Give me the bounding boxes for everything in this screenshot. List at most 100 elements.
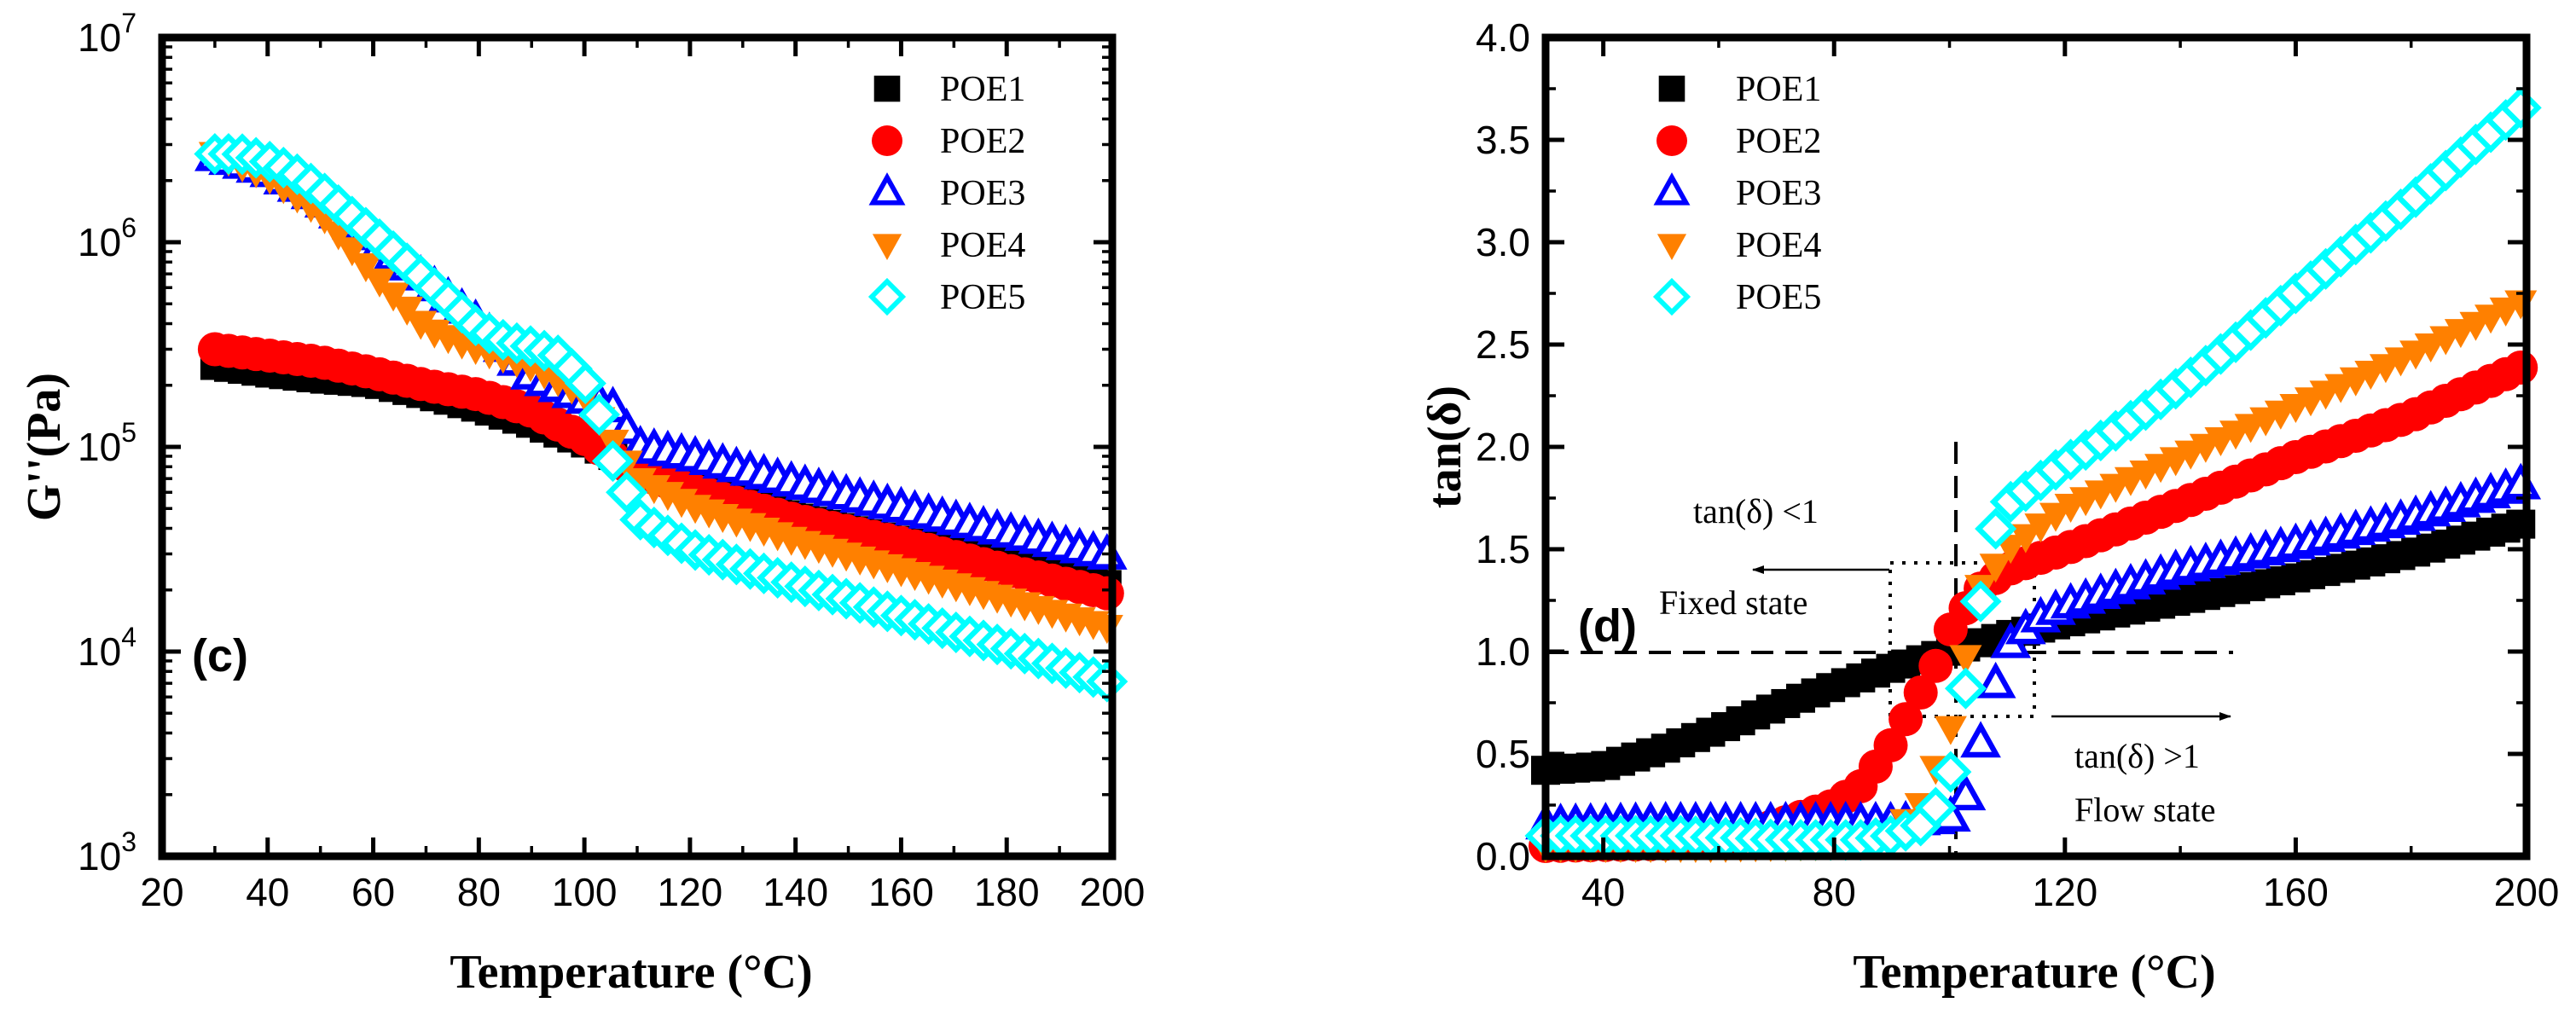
legend-marker-poe5 [867, 277, 907, 316]
y-tick-base: 10 [78, 15, 121, 60]
y-tick-base: 10 [78, 425, 121, 469]
poe1-point [2506, 509, 2536, 539]
x-tick-label: 200 [2494, 870, 2560, 914]
legend-marker-poe2 [1656, 125, 1687, 156]
panel-d-chart: 40 80 120 160 200 0.0 0.5 1.0 1.5 2.0 2.5 3.0 3.5 4.0… [1419, 15, 2559, 999]
x-tick-label: 180 [974, 870, 1040, 914]
x-tick-label: 200 [1080, 870, 1146, 914]
poe4-point [335, 237, 368, 267]
poe4-point [2024, 513, 2057, 543]
y-tick-exponent: 3 [121, 826, 136, 857]
legend-item-poe1: POE1 [873, 70, 1025, 109]
flow-state-condition: tan(δ) >1 [2074, 737, 2200, 775]
legend-item-poe2: POE2 [1656, 122, 1821, 161]
legend-label: POE2 [1736, 122, 1821, 161]
transition-region-box [1888, 561, 2036, 718]
legend-item-poe1: POE1 [1658, 70, 1821, 109]
legend-item-poe3: POE3 [1653, 172, 1821, 213]
poe5-point [1914, 786, 1957, 829]
legend-label: POE1 [940, 70, 1025, 109]
legend-item-poe4: POE4 [1656, 226, 1821, 265]
panel-c-legend: POE1 POE2 POE3 POE4 POE5 [867, 70, 1025, 317]
poe5-point [606, 471, 648, 513]
legend-item-poe3: POE3 [868, 172, 1025, 213]
y-tick-label: 3.0 [1476, 220, 1530, 264]
poe4-point [1934, 716, 1967, 745]
legend-label: POE4 [940, 226, 1025, 265]
fixed-state-label: Fixed state [1659, 583, 1807, 622]
x-tick-label: 120 [658, 870, 723, 914]
panel-c-axes: 20 40 60 80 100 120 140 160 180 20010310410510610… [78, 8, 1145, 914]
x-tick-label: 80 [457, 870, 501, 914]
y-tick-label: 2.0 [1476, 425, 1530, 469]
poe3-point [1945, 774, 1987, 811]
y-tick-base: 10 [78, 629, 121, 674]
y-tick-exponent: 7 [121, 8, 136, 38]
legend-label: POE2 [940, 122, 1025, 161]
poe4-point [404, 310, 438, 340]
poe4-point [1979, 553, 2012, 583]
flow-state-label: Flow state [2074, 791, 2216, 829]
legend-marker-poe1 [873, 75, 901, 102]
y-tick-base: 10 [78, 220, 121, 264]
poe4-point [349, 253, 382, 283]
series-poe2 [197, 332, 1124, 611]
poe3-point [1975, 661, 2016, 698]
legend-label: POE1 [1736, 70, 1821, 109]
legend-marker-poe3 [1653, 172, 1691, 206]
x-tick-label: 40 [1581, 870, 1625, 914]
panel-d-plot-area [1524, 86, 2542, 863]
poe2-point [1903, 675, 1938, 710]
legend-item-poe5: POE5 [867, 277, 1025, 317]
legend-label: POE5 [940, 278, 1025, 317]
legend-marker-poe2 [872, 125, 902, 156]
series-poe5 [194, 132, 1128, 703]
poe5-point [577, 393, 620, 436]
legend-label: POE3 [940, 174, 1025, 213]
legend-marker-poe4 [872, 234, 902, 260]
panel-c-chart: 20 40 60 80 100 120 140 160 180 20010310410510610… [18, 8, 1145, 999]
panel-c-y-axis-title: G''(Pa) [18, 373, 71, 521]
poe5-point [1959, 580, 2002, 623]
y-tick-label: 2.5 [1476, 322, 1530, 367]
poe5-point [1944, 667, 1987, 710]
y-tick-label: 1.0 [1476, 629, 1530, 674]
poe5-point [564, 362, 606, 405]
y-tick-label: 104 [78, 622, 136, 674]
x-tick-label: 80 [1813, 870, 1856, 914]
legend-label: POE3 [1736, 174, 1821, 213]
y-tick-label: 103 [78, 826, 136, 878]
y-tick-label: 4.0 [1476, 15, 1530, 60]
x-tick-label: 140 [763, 870, 828, 914]
panel-c-plot-area [194, 132, 1128, 703]
panel-d-y-axis-title: tan(δ) [1419, 385, 1471, 508]
legend-marker-poe1 [1658, 75, 1685, 102]
y-tick-label: 1.5 [1476, 527, 1530, 571]
y-tick-label: 106 [78, 212, 136, 264]
x-tick-label: 120 [2032, 870, 2097, 914]
legend-item-poe5: POE5 [1652, 277, 1821, 317]
legend-item-poe2: POE2 [872, 122, 1025, 161]
poe2-point [1918, 648, 1953, 683]
poe3-point [1960, 721, 2001, 758]
x-tick-label: 20 [140, 870, 183, 914]
poe2-point [2503, 351, 2538, 385]
y-tick-label: 0.0 [1476, 834, 1530, 878]
y-tick-exponent: 5 [121, 417, 136, 448]
x-tick-label: 40 [246, 870, 289, 914]
y-tick-label: 107 [78, 8, 136, 60]
y-tick-label: 3.5 [1476, 118, 1530, 162]
legend-item-poe4: POE4 [872, 226, 1025, 265]
fixed-state-condition: tan(δ) <1 [1693, 492, 1819, 530]
legend-marker-poe4 [1656, 234, 1687, 260]
y-tick-label: 105 [78, 417, 136, 469]
poe5-point [592, 440, 635, 483]
poe5-point [1975, 507, 2017, 550]
panel-d-x-axis-title: Temperature (°C) [1853, 946, 2215, 999]
x-tick-label: 160 [868, 870, 934, 914]
legend-label: POE4 [1736, 226, 1821, 265]
poe2-point [1888, 702, 1923, 737]
y-tick-exponent: 4 [121, 622, 136, 652]
poe4-point [1949, 645, 1982, 675]
